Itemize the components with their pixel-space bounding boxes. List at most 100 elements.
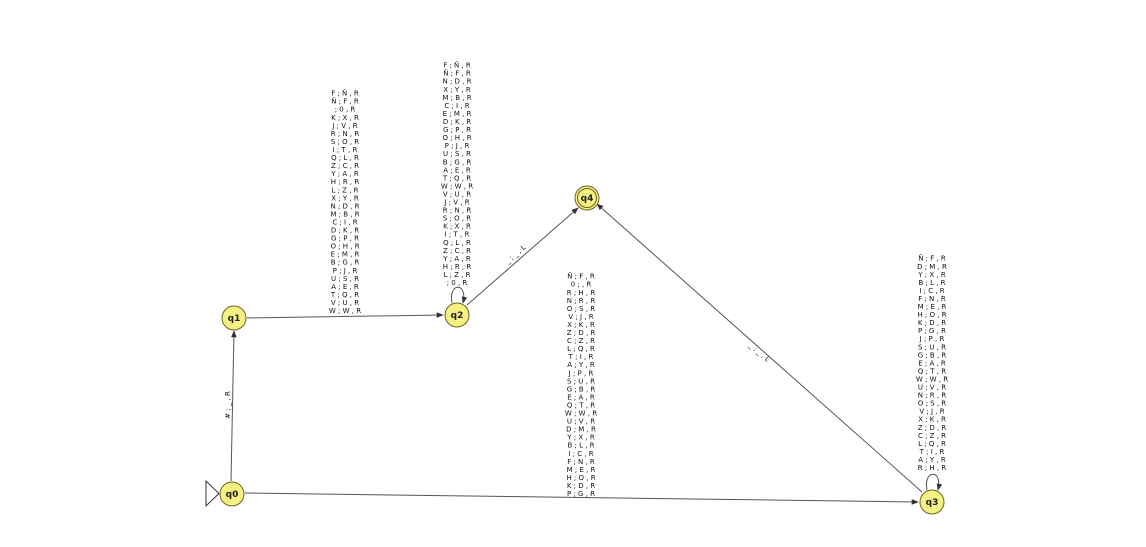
transition-label: 0 ; , R xyxy=(571,281,592,289)
transition-label: E ; A , R xyxy=(567,393,595,401)
transition-label: ; 0 , R xyxy=(335,106,356,114)
state-q2-label: q2 xyxy=(451,311,464,321)
transition-label: H ; R , R xyxy=(331,178,360,186)
transition-label: A ; Y , R xyxy=(567,361,595,369)
transition-label: X ; Y , R xyxy=(331,194,359,202)
edge-q2-loop xyxy=(451,286,468,304)
initial-state-marker xyxy=(205,479,220,508)
transition-label: Z ; D , R xyxy=(567,329,596,337)
label-stack-q3-loop: Ñ ; F , RD ; M , RY ; X , RB ; L , RI ; … xyxy=(916,254,948,472)
transition-label: K ; D , R xyxy=(918,319,946,327)
transition-label: H ; R , R xyxy=(443,263,472,271)
transition-label: N ; R , R xyxy=(567,297,596,305)
edge-q2-q4 xyxy=(466,207,579,306)
transition-label: Y ; A , R xyxy=(330,170,359,178)
transition-label: K ; X , R xyxy=(443,223,471,231)
transition-label: Z ; C , R xyxy=(443,247,471,255)
transition-label: L ; Z , R xyxy=(331,186,358,194)
transition-label: Q ; T , R xyxy=(567,401,595,409)
transition-label: V ; U , R xyxy=(443,190,471,198)
transition-label: S ; O , R xyxy=(331,138,359,146)
transition-label: L ; Z , R xyxy=(443,271,470,279)
transition-label: S ; U , R xyxy=(918,343,946,351)
transition-label: E ; A , R xyxy=(918,359,946,367)
transition-label: H ; O , R xyxy=(566,474,595,482)
state-q0-label: q0 xyxy=(226,490,239,500)
edge-q1-q2 xyxy=(246,312,444,319)
transition-label: U ; S , R xyxy=(331,275,359,283)
transition-label: F ; Ñ , R xyxy=(443,61,471,70)
edge-q3-q4 xyxy=(596,203,923,493)
transition-label: M ; E , R xyxy=(567,466,596,474)
transition-label: J ; V , R xyxy=(331,122,357,130)
label-q3-q4: _ ; _ , L xyxy=(747,341,771,364)
transition-label: W ; W , R xyxy=(565,410,597,418)
state-q4-label: q4 xyxy=(581,194,594,204)
transition-label: I ; T , R xyxy=(445,231,470,239)
transition-label: A ; Y , R xyxy=(918,456,946,464)
label-stack-q1-q2: F ; Ñ , RÑ ; F , R ; 0 , RK ; X , RJ ; V… xyxy=(329,89,361,315)
transition-label: Y ; A , R xyxy=(442,255,471,263)
transition-label: B ; L , R xyxy=(918,279,945,287)
transition-label: I ; C , R xyxy=(919,287,944,295)
transition-label: C ; Z , R xyxy=(567,337,595,345)
transition-label: Ñ ; F , R xyxy=(567,272,595,281)
state-q3[interactable]: q3 xyxy=(919,489,945,515)
label-q0-q1: # ; _ , R xyxy=(224,391,232,419)
transition-label: M ; E , R xyxy=(918,303,947,311)
transition-label: D ; K , R xyxy=(443,118,471,126)
transition-label: D ; M , R xyxy=(917,263,947,271)
transition-label: H ; O , R xyxy=(917,311,946,319)
transition-label: X ; K , R xyxy=(918,416,946,424)
transition-label: N ; R , R xyxy=(918,392,947,400)
transition-label: J ; P , R xyxy=(568,369,594,377)
state-q2[interactable]: q2 xyxy=(444,302,470,328)
transition-label: P ; G , R xyxy=(918,327,946,335)
transition-label: L ; Q , R xyxy=(918,440,946,448)
transition-label: V ; J , R xyxy=(919,408,944,416)
transition-label: I ; T , R xyxy=(333,146,358,154)
transition-label: S ; U , R xyxy=(567,377,595,385)
transition-label: U ; V , R xyxy=(567,418,595,426)
state-q1-label: q1 xyxy=(228,314,241,324)
state-q4[interactable]: q4 xyxy=(574,185,600,211)
transition-label: S ; O , R xyxy=(443,215,471,223)
edge-q3-loop xyxy=(926,473,943,491)
transition-label: W ; W , R xyxy=(916,375,948,383)
transition-label: U ; V , R xyxy=(918,384,946,392)
transition-label: E ; M , R xyxy=(331,251,360,259)
transition-label: I ; C , R xyxy=(568,450,593,458)
transition-label: C ; Z , R xyxy=(918,432,946,440)
state-q1[interactable]: q1 xyxy=(221,305,247,331)
transition-label: P ; J , R xyxy=(445,142,470,150)
state-q0[interactable]: q0 xyxy=(219,481,245,507)
transition-label: M ; B , R xyxy=(442,94,471,102)
transition-label: Q ; L , R xyxy=(331,154,359,162)
transition-label: Y ; X , R xyxy=(917,271,946,279)
edge-q0-q1 xyxy=(230,330,237,482)
transition-label: T ; I , R xyxy=(568,353,594,361)
transition-label: R ; N , R xyxy=(443,207,472,215)
transition-label: W ; W , R xyxy=(329,307,361,315)
transition-label: R ; H , R xyxy=(918,464,947,472)
transition-label: B ; G , R xyxy=(443,158,472,166)
transition-label: L ; Q , R xyxy=(567,345,595,353)
transition-label: N ; D , R xyxy=(443,78,472,86)
transition-label: Z ; D , R xyxy=(918,424,947,432)
transition-label: K ; D , R xyxy=(567,482,595,490)
transition-label: J ; V , R xyxy=(443,199,469,207)
label-stack-q0-q3: Ñ ; F , R0 ; , RR ; H , RN ; R , RO ; S … xyxy=(565,272,597,498)
transition-label: F ; N , R xyxy=(567,458,595,466)
transition-label: G ; B , R xyxy=(918,351,947,359)
transition-label: J ; P , R xyxy=(919,335,945,343)
transition-label: B ; L , R xyxy=(567,442,594,450)
transition-label: F ; Ñ , R xyxy=(331,89,359,98)
transition-label: T ; Q , R xyxy=(442,174,471,182)
transition-label: G ; P , R xyxy=(331,235,359,243)
transition-label: V ; J , R xyxy=(568,313,593,321)
transition-label: R ; H , R xyxy=(567,289,596,297)
transition-label: V ; U , R xyxy=(331,299,359,307)
transition-label: Z ; C , R xyxy=(331,162,359,170)
transition-label: Ñ ; F , R xyxy=(443,69,471,78)
